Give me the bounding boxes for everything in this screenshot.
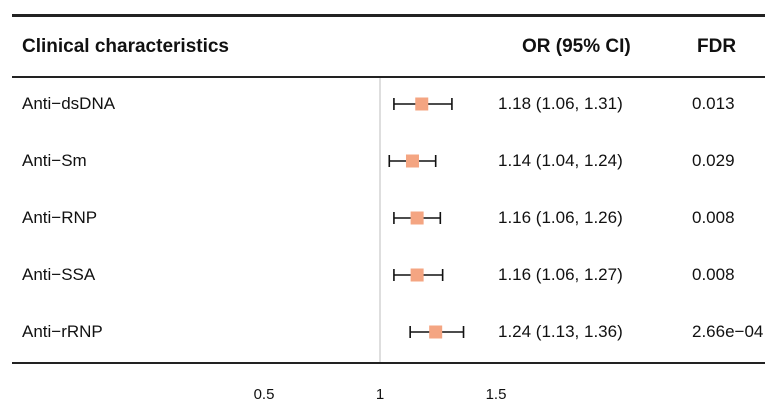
row-label: Anti−dsDNA — [22, 94, 116, 113]
row-label: Anti−SSA — [22, 265, 96, 284]
row-or-ci: 1.24 (1.13, 1.36) — [498, 322, 623, 341]
estimate-marker — [405, 154, 419, 168]
estimate-marker — [415, 97, 429, 111]
row-label: Anti−rRNP — [22, 322, 103, 341]
header-or: OR (95% CI) — [522, 36, 631, 57]
estimate-marker — [429, 325, 443, 339]
header-rule — [12, 76, 765, 78]
row-fdr: 0.008 — [692, 208, 735, 227]
row-label: Anti−RNP — [22, 208, 98, 227]
x-tick-label: 0.5 — [254, 386, 275, 402]
row-label: Anti−Sm — [22, 151, 87, 170]
row-or-ci: 1.18 (1.06, 1.31) — [498, 94, 623, 113]
x-tick-label: 1.5 — [486, 386, 507, 402]
row-fdr: 2.66e−04 — [692, 322, 764, 341]
row-or-ci: 1.14 (1.04, 1.24) — [498, 151, 623, 170]
table-bottom-rule — [12, 362, 765, 364]
row-or-ci: 1.16 (1.06, 1.26) — [498, 208, 623, 227]
row-fdr: 0.013 — [692, 94, 735, 113]
header-characteristics: Clinical characteristics — [22, 36, 229, 57]
row-fdr: 0.008 — [692, 265, 735, 284]
estimate-marker — [410, 268, 424, 282]
row-fdr: 0.029 — [692, 151, 735, 170]
row-or-ci: 1.16 (1.06, 1.27) — [498, 265, 623, 284]
table-top-rule — [12, 14, 765, 17]
header-fdr: FDR — [697, 36, 737, 57]
estimate-marker — [410, 211, 424, 225]
x-tick-label: 1 — [376, 386, 384, 402]
